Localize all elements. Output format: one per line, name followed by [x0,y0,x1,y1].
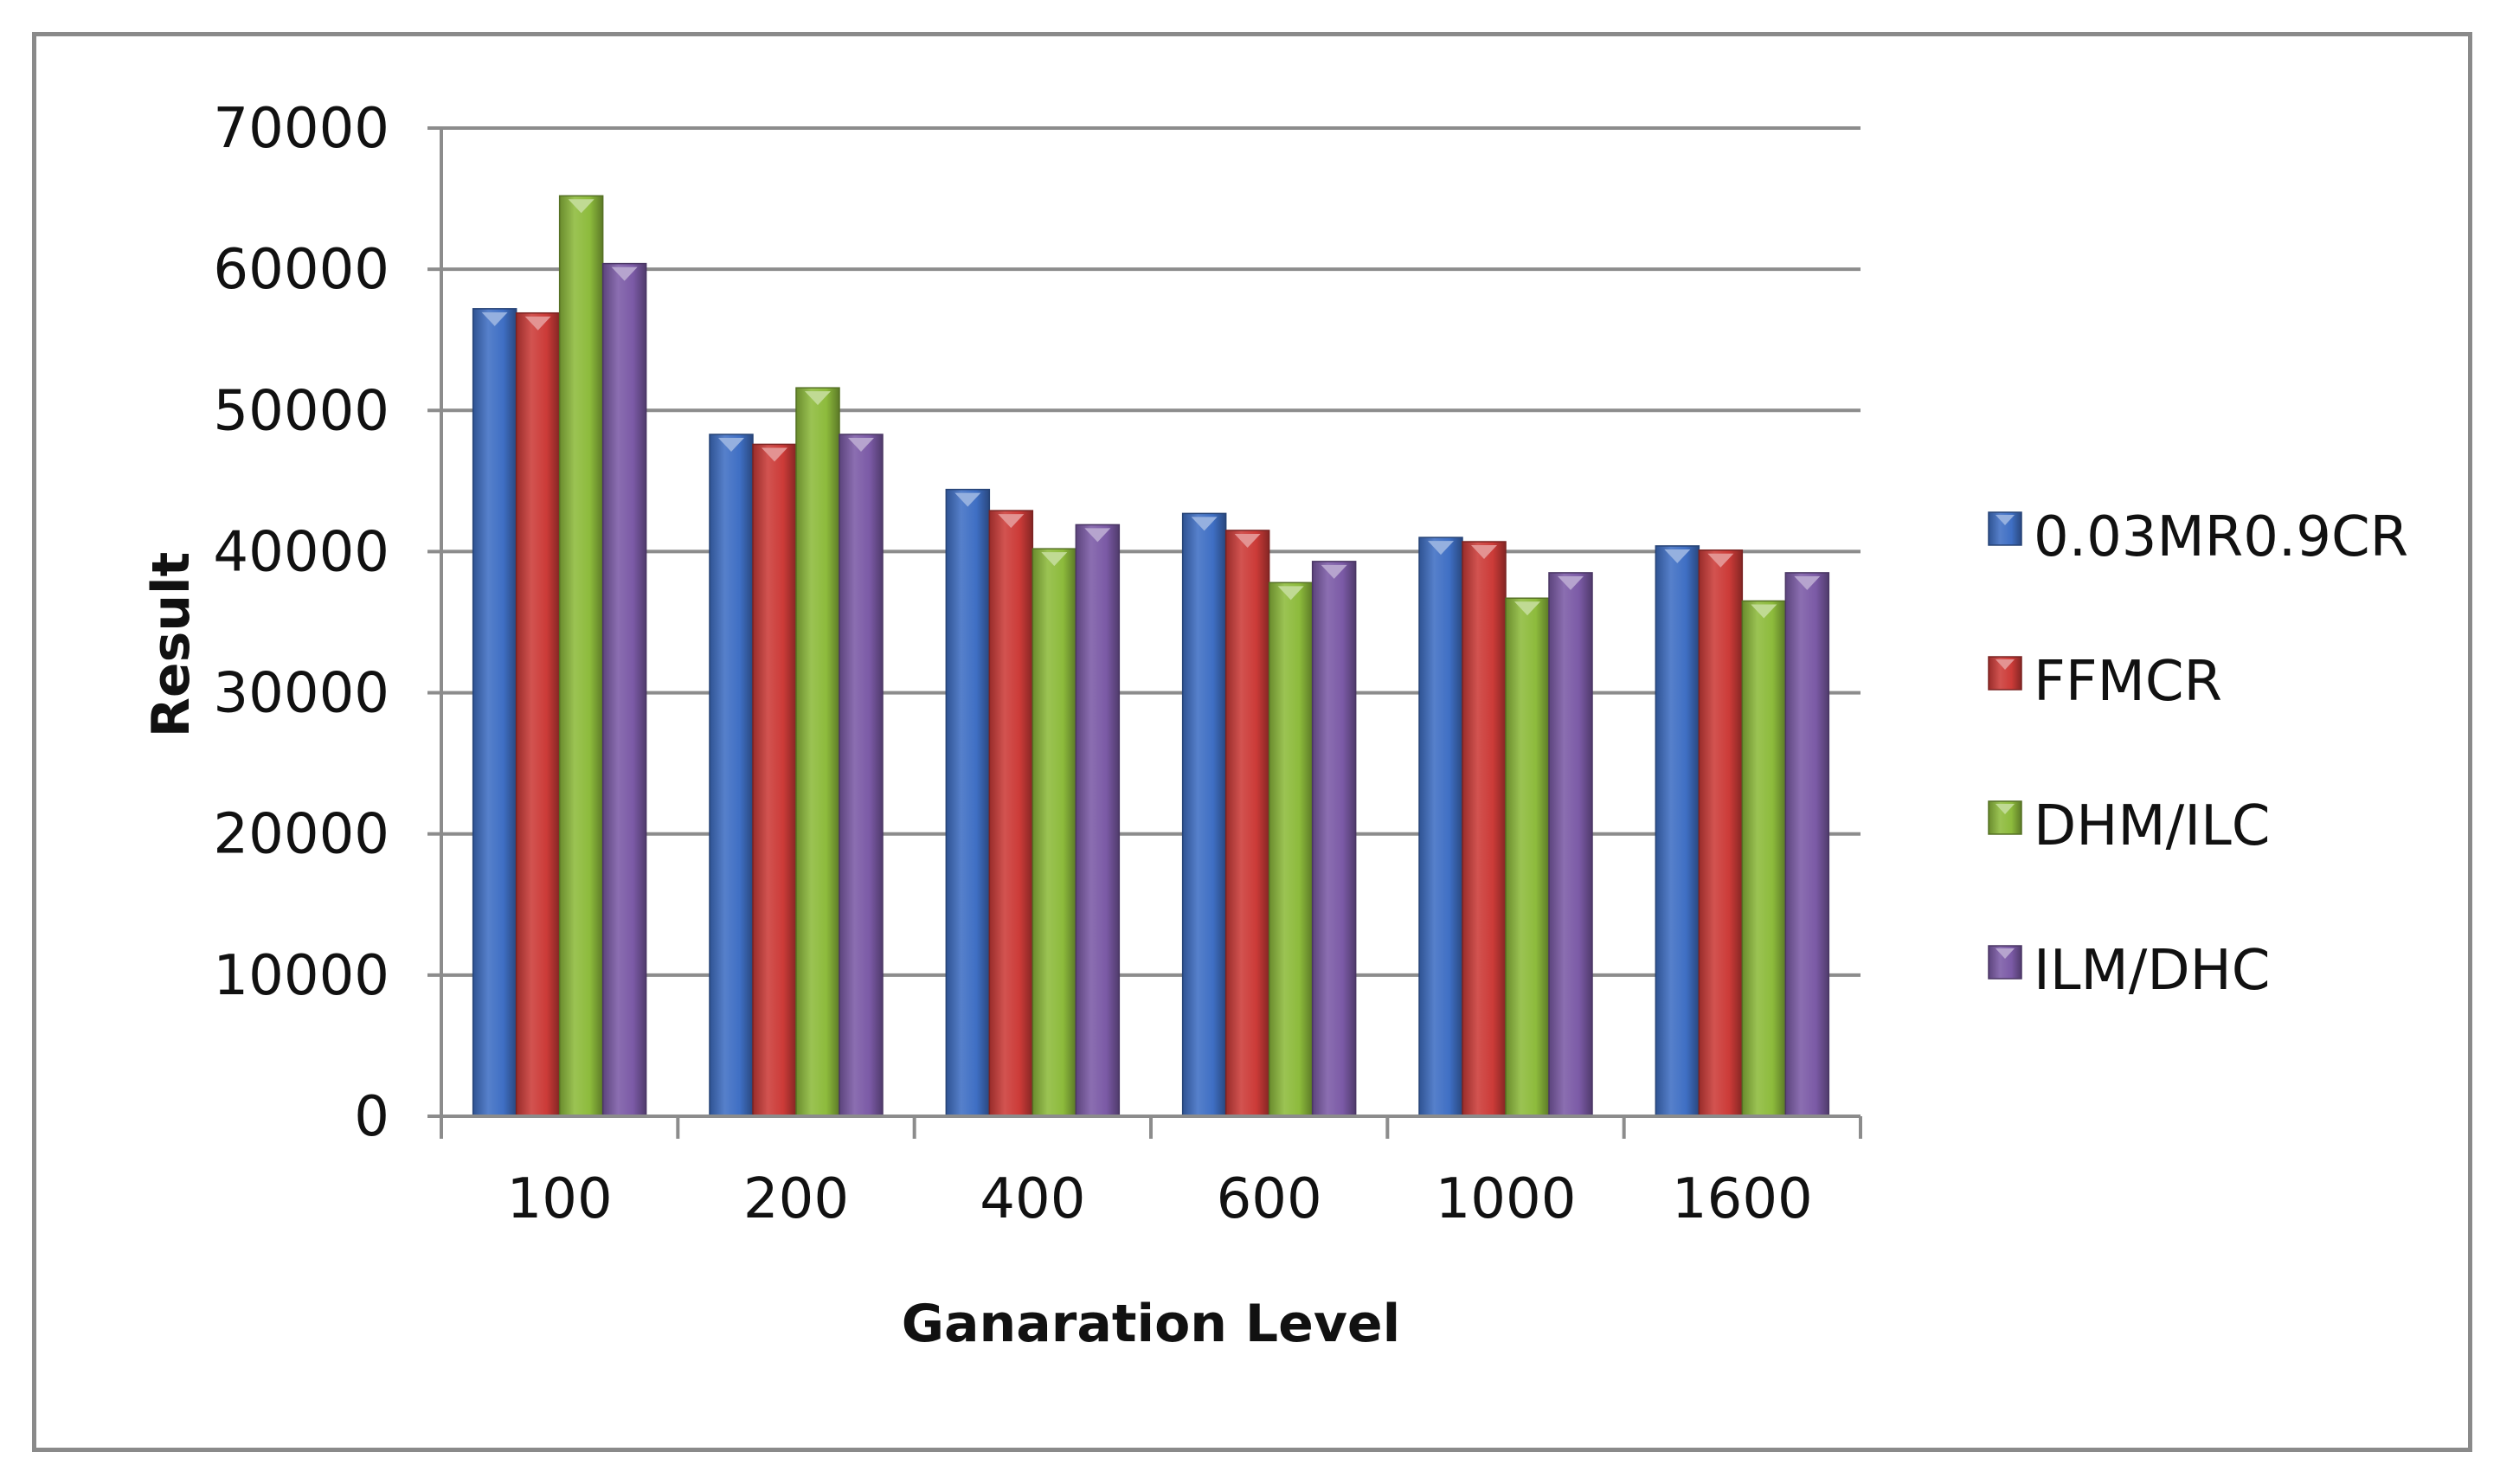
bar-cap [1794,575,1821,590]
bar-DHM/ILC-1000 [1505,597,1550,1117]
bar-cap [1428,541,1454,556]
bar-0.03MR0.9CR-600 [1181,512,1227,1117]
bar-cap [1707,553,1734,568]
bar-cap [1277,586,1304,601]
x-tick-label: 400 [980,1167,1085,1231]
bar-0.03MR0.9CR-400 [945,488,991,1117]
bars [472,195,1830,1117]
bar-ILM/DHC-600 [1311,561,1357,1117]
x-tick-label: 100 [507,1167,613,1231]
bar-FFMCR-200 [752,443,797,1117]
bar-cap [1321,564,1347,579]
legend-swatch-cap [1996,515,2015,525]
bar-cap [998,514,1025,529]
bar-cap [1558,575,1584,590]
legend-label: FFMCR [2034,650,2222,714]
bar-cap [805,391,831,406]
bar-ILM/DHC-400 [1075,524,1121,1117]
bar-0.03MR0.9CR-200 [709,434,754,1117]
bar-cap [1751,604,1777,619]
legend: 0.03MR0.9CR FFMCR DHM/ILC ILM/DHC [1988,505,2408,1003]
legend-label: DHM/ILC [2034,794,2270,858]
bar-0.03MR0.9CR-100 [472,308,517,1117]
y-tick-label: 70000 [213,97,389,161]
legend-swatch-cap [1996,948,2015,959]
y-tick-label: 30000 [213,662,389,726]
bar-cap [481,312,508,326]
y-tick-label: 60000 [213,238,389,302]
x-tick-label: 600 [1217,1167,1322,1231]
legend-swatch-cap [1996,804,2015,814]
bar-cap [848,438,874,453]
bar-FFMCR-100 [515,312,561,1117]
bar-DHM/ILC-200 [795,387,840,1117]
bar-cap [1234,533,1261,548]
bar-cap [1471,545,1497,560]
bar-cap [1514,601,1540,616]
bar-DHM/ILC-600 [1268,581,1314,1117]
y-tick-label: 40000 [213,520,389,584]
bar-cap [954,492,981,507]
x-tick-label: 200 [743,1167,849,1231]
bar-cap [611,267,638,281]
bar-ILM/DHC-1600 [1784,572,1830,1117]
bar-DHM/ILC-100 [558,195,604,1117]
bar-ILM/DHC-100 [601,262,647,1117]
bar-cap [1041,552,1068,567]
bar-ILM/DHC-1000 [1548,572,1593,1117]
x-axis-title: Ganaration Level [902,1294,1400,1354]
bar-DHM/ILC-400 [1031,548,1077,1117]
bar-cap [1084,528,1111,543]
bar-0.03MR0.9CR-1000 [1418,536,1463,1117]
x-tick-label: 1600 [1672,1167,1813,1231]
bar-FFMCR-400 [988,510,1034,1117]
y-tick-label: 50000 [213,379,389,443]
legend-label: 0.03MR0.9CR [2034,505,2408,569]
legend-swatch-cap [1996,659,2015,670]
tick-labels: 0 10000 20000 30000 40000 50000 60000 70000 100 2… [213,97,1812,1231]
bar-cap [1191,517,1218,531]
y-axis-title: Result [141,552,202,738]
y-tick-label: 0 [354,1085,389,1149]
bar-FFMCR-1000 [1462,541,1507,1117]
gridlines [441,126,1861,977]
bar-cap [762,447,787,462]
x-tick-label: 1000 [1436,1167,1577,1231]
bar-ILM/DHC-200 [839,434,884,1117]
bar-0.03MR0.9CR-1600 [1655,545,1700,1117]
bar-DHM/ILC-1600 [1741,600,1787,1117]
y-tick-label: 10000 [213,944,389,1008]
bar-cap [568,199,594,214]
legend-label: ILM/DHC [2034,939,2270,1003]
bar-FFMCR-600 [1224,530,1270,1117]
bar-cap [524,316,551,331]
bar-cap [1664,549,1691,563]
y-tick-label: 20000 [213,803,389,867]
bar-FFMCR-1600 [1698,549,1744,1117]
bar-cap [718,438,744,453]
axes [427,126,1862,1139]
